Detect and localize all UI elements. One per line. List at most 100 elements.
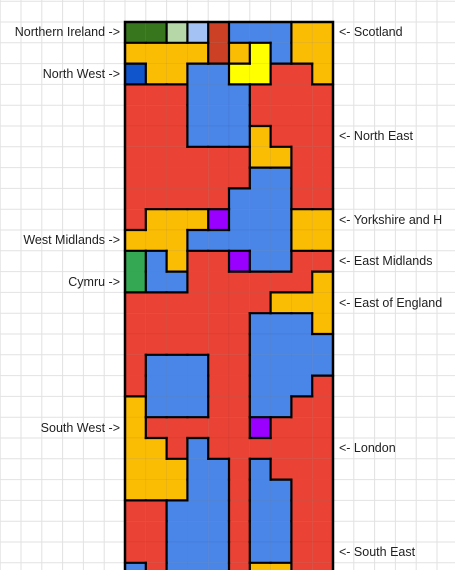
map-cell[interactable] <box>291 251 312 272</box>
map-cell[interactable] <box>146 438 167 459</box>
map-cell[interactable] <box>312 292 333 313</box>
map-cell[interactable] <box>187 480 208 501</box>
map-cell[interactable] <box>250 147 271 168</box>
map-cell[interactable] <box>250 355 271 376</box>
map-cell[interactable] <box>187 22 208 43</box>
map-cell[interactable] <box>312 376 333 397</box>
map-cell[interactable] <box>146 376 167 397</box>
map-cell[interactable] <box>312 251 333 272</box>
map-cell[interactable] <box>229 105 250 126</box>
map-cell[interactable] <box>271 376 292 397</box>
map-cell[interactable] <box>167 459 188 480</box>
map-cell[interactable] <box>208 376 229 397</box>
map-cell[interactable] <box>312 355 333 376</box>
map-cell[interactable] <box>229 43 250 64</box>
map-cell[interactable] <box>229 147 250 168</box>
map-cell[interactable] <box>271 355 292 376</box>
map-cell[interactable] <box>250 188 271 209</box>
map-cell[interactable] <box>250 542 271 563</box>
map-cell[interactable] <box>167 147 188 168</box>
map-cell[interactable] <box>167 43 188 64</box>
map-cell[interactable] <box>167 22 188 43</box>
map-cell[interactable] <box>208 521 229 542</box>
map-cell[interactable] <box>187 126 208 147</box>
map-cell[interactable] <box>291 230 312 251</box>
map-cell[interactable] <box>125 292 146 313</box>
map-cell[interactable] <box>250 292 271 313</box>
map-cell[interactable] <box>312 417 333 438</box>
map-cell[interactable] <box>229 355 250 376</box>
map-cell[interactable] <box>146 500 167 521</box>
map-cell[interactable] <box>167 84 188 105</box>
map-cell[interactable] <box>312 272 333 293</box>
map-cell[interactable] <box>271 251 292 272</box>
map-cell[interactable] <box>187 230 208 251</box>
map-cell[interactable] <box>125 396 146 417</box>
map-cell[interactable] <box>291 64 312 85</box>
map-cell[interactable] <box>291 209 312 230</box>
map-cell[interactable] <box>167 64 188 85</box>
map-cell[interactable] <box>291 521 312 542</box>
map-cell[interactable] <box>146 126 167 147</box>
map-cell[interactable] <box>271 230 292 251</box>
map-cell[interactable] <box>229 313 250 334</box>
map-cell[interactable] <box>208 147 229 168</box>
map-cell[interactable] <box>271 126 292 147</box>
map-cell[interactable] <box>146 230 167 251</box>
map-cell[interactable] <box>250 43 271 64</box>
map-cell[interactable] <box>291 438 312 459</box>
map-cell[interactable] <box>229 292 250 313</box>
map-cell[interactable] <box>187 417 208 438</box>
map-cell[interactable] <box>167 168 188 189</box>
map-cell[interactable] <box>208 43 229 64</box>
map-cell[interactable] <box>208 84 229 105</box>
map-cell[interactable] <box>271 500 292 521</box>
map-cell[interactable] <box>187 84 208 105</box>
map-cell[interactable] <box>229 84 250 105</box>
map-cell[interactable] <box>312 480 333 501</box>
map-cell[interactable] <box>250 438 271 459</box>
map-cell[interactable] <box>187 43 208 64</box>
map-cell[interactable] <box>291 334 312 355</box>
map-cell[interactable] <box>250 521 271 542</box>
map-cell[interactable] <box>167 500 188 521</box>
map-cell[interactable] <box>187 209 208 230</box>
map-cell[interactable] <box>229 500 250 521</box>
map-cell[interactable] <box>271 438 292 459</box>
map-cell[interactable] <box>208 168 229 189</box>
map-cell[interactable] <box>229 396 250 417</box>
map-cell[interactable] <box>208 355 229 376</box>
map-cell[interactable] <box>229 438 250 459</box>
map-cell[interactable] <box>167 334 188 355</box>
map-cell[interactable] <box>167 209 188 230</box>
map-cell[interactable] <box>167 396 188 417</box>
map-cell[interactable] <box>271 188 292 209</box>
map-cell[interactable] <box>187 459 208 480</box>
map-cell[interactable] <box>125 542 146 563</box>
map-cell[interactable] <box>250 168 271 189</box>
map-cell[interactable] <box>291 22 312 43</box>
map-cell[interactable] <box>146 355 167 376</box>
map-cell[interactable] <box>146 521 167 542</box>
map-cell[interactable] <box>291 417 312 438</box>
map-cell[interactable] <box>271 22 292 43</box>
map-cell[interactable] <box>229 251 250 272</box>
map-cell[interactable] <box>187 521 208 542</box>
map-cell[interactable] <box>146 396 167 417</box>
map-cell[interactable] <box>291 500 312 521</box>
map-cell[interactable] <box>187 542 208 563</box>
map-cell[interactable] <box>229 334 250 355</box>
map-cell[interactable] <box>146 542 167 563</box>
map-cell[interactable] <box>187 334 208 355</box>
map-cell[interactable] <box>125 459 146 480</box>
map-cell[interactable] <box>208 209 229 230</box>
map-cell[interactable] <box>312 209 333 230</box>
map-cell[interactable] <box>250 105 271 126</box>
map-cell[interactable] <box>312 84 333 105</box>
map-cell[interactable] <box>125 438 146 459</box>
map-cell[interactable] <box>312 126 333 147</box>
map-cell[interactable] <box>208 334 229 355</box>
map-cell[interactable] <box>125 500 146 521</box>
map-cell[interactable] <box>229 22 250 43</box>
map-cell[interactable] <box>167 542 188 563</box>
